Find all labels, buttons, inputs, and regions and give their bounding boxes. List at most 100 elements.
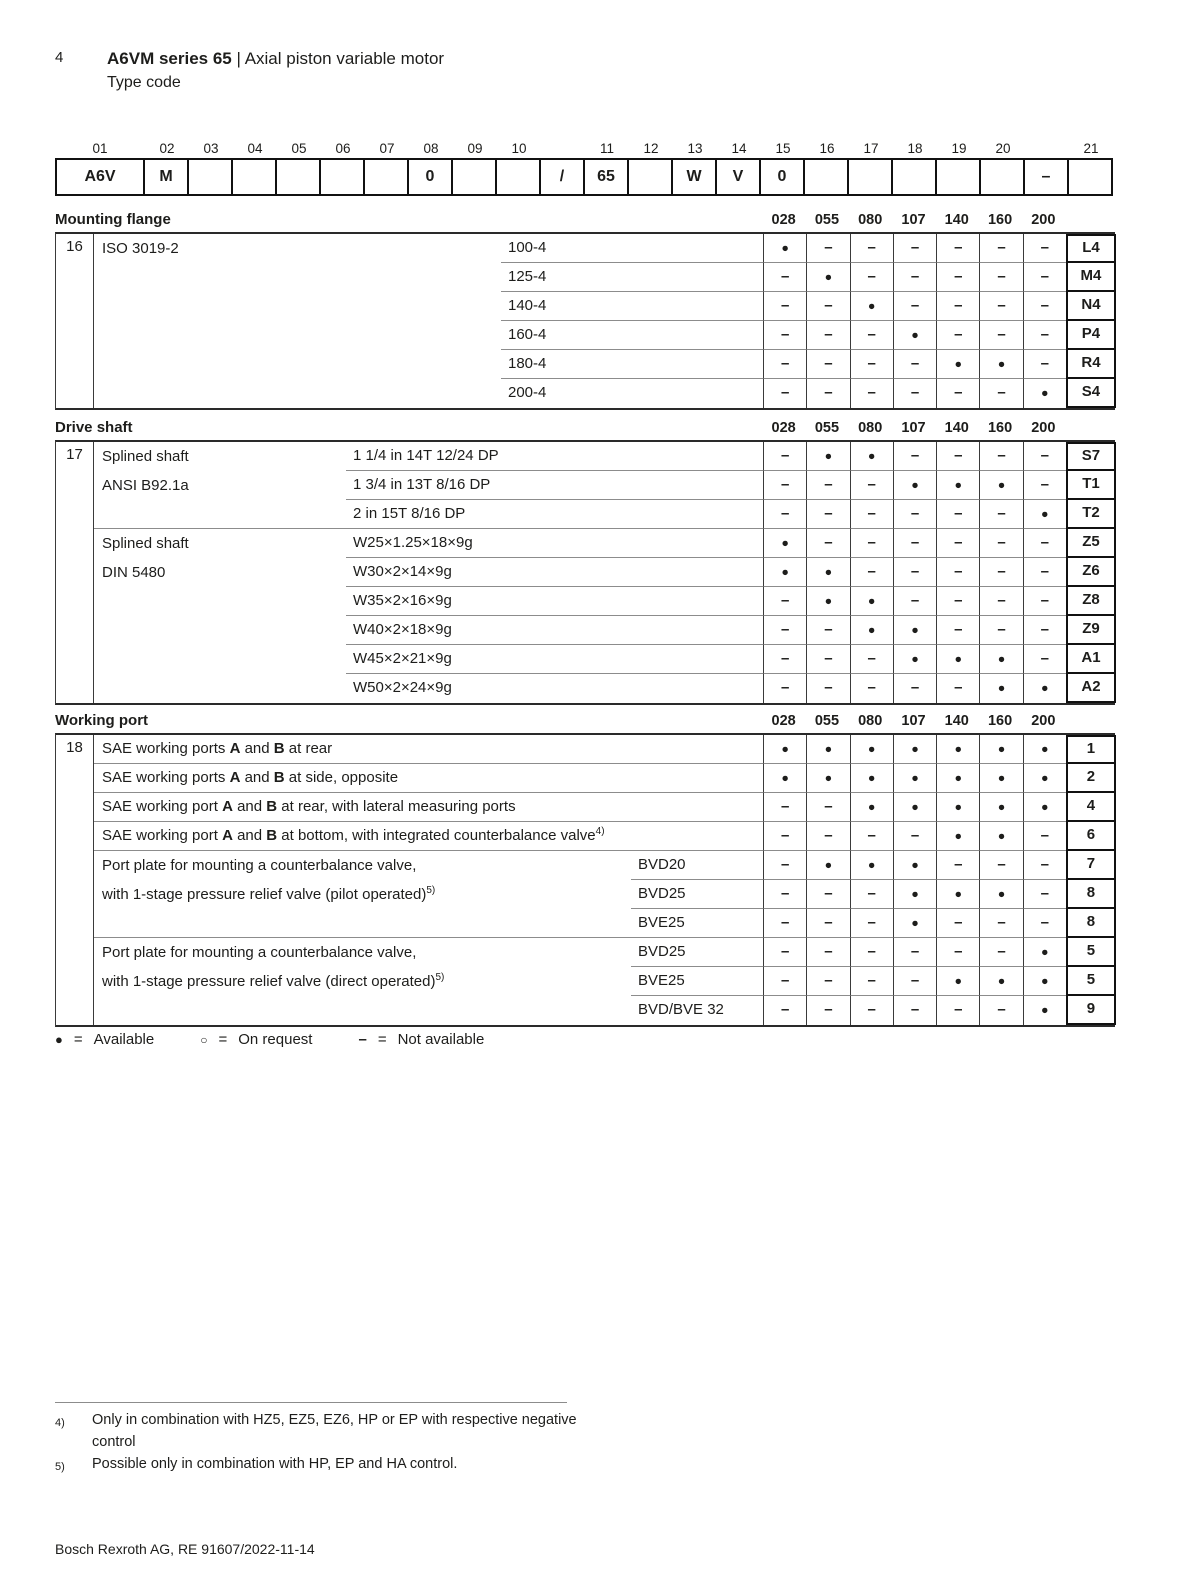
availability-cell-200: – <box>1022 234 1066 263</box>
not-available-dash-icon: – <box>1040 885 1049 902</box>
size-variant-cell: W45×2×21×9g <box>346 645 763 674</box>
not-available-dash-icon: – <box>867 827 876 844</box>
type-code-value-cell: A6V <box>55 158 145 196</box>
not-available-dash-icon: – <box>824 621 833 638</box>
type-code-empty-cell <box>277 158 321 196</box>
availability-cell-028: – <box>763 471 807 500</box>
availability-cell-028: – <box>763 793 807 822</box>
section-title-row: Mounting flange 028 055 080 107 140 160 200 <box>55 208 1115 230</box>
type-code-value-cell: – <box>1025 158 1069 196</box>
not-available-dash-icon: – <box>954 679 963 696</box>
not-available-dash-icon: – <box>780 972 790 989</box>
not-available-dash-icon: – <box>824 885 833 902</box>
available-dot-icon: ● <box>954 974 963 988</box>
availability-cell-107: ● <box>892 851 937 880</box>
not-available-dash-icon: – <box>910 972 920 989</box>
available-dot-icon: ● <box>824 270 833 284</box>
text-segment: at rear <box>284 740 333 757</box>
availability-cell-107: – <box>892 938 937 967</box>
type-code-separator-col: / <box>541 141 585 196</box>
not-available-dash-icon: – <box>824 650 833 667</box>
availability-cell-160: – <box>979 558 1023 587</box>
available-dot-icon: ● <box>954 742 963 756</box>
section-title-row: Drive shaft 028 055 080 107 140 160 200 <box>55 416 1115 438</box>
availability-cell-028: ● <box>763 764 807 793</box>
availability-cell-140: – <box>936 321 980 350</box>
available-dot-icon: ● <box>867 858 876 872</box>
not-available-dash-icon: – <box>954 856 963 873</box>
availability-cell-140: – <box>936 851 980 880</box>
availability-cell-160: ● <box>979 822 1023 851</box>
availability-cell-200: – <box>1022 851 1066 880</box>
text-segment: and <box>232 798 267 815</box>
option-code-cell: 7 <box>1065 851 1116 880</box>
not-available-dash-icon: – <box>780 592 790 609</box>
availability-cell-055: – <box>806 292 850 321</box>
size-variant-cell: 200-4 <box>508 384 547 401</box>
not-available-dash-icon: – <box>867 914 876 931</box>
option-code-cell: T1 <box>1065 471 1116 500</box>
availability-cell-028: – <box>763 645 807 674</box>
not-available-dash-icon: – <box>954 534 963 551</box>
availability-cell-140: – <box>936 909 980 938</box>
not-available-dash-icon: – <box>910 679 920 696</box>
not-available-dash-icon: – <box>997 239 1006 256</box>
type-code-position-number: 04 <box>247 141 263 156</box>
row-number: 17 <box>56 442 94 703</box>
availability-cell-107: – <box>892 529 937 558</box>
availability-cell-055: ● <box>806 558 850 587</box>
availability-cell-200: – <box>1022 880 1066 909</box>
type-code-col-11: 11 65 <box>585 141 629 196</box>
type-code-col-21: 21 <box>1069 141 1113 196</box>
legend-equals: = <box>73 1031 83 1048</box>
not-available-dash-icon: – <box>824 914 833 931</box>
availability-cell-055: – <box>806 234 850 263</box>
available-dot-icon: ● <box>781 241 789 255</box>
availability-cell-028: – <box>763 938 807 967</box>
option-code-cell: S7 <box>1065 442 1116 471</box>
legend-equals: = <box>377 1031 387 1048</box>
not-available-dash-icon: – <box>997 621 1006 638</box>
title-rest: Axial piston variable motor <box>244 49 445 68</box>
size-column-label: 055 <box>814 420 840 436</box>
section-title-row: Working port 028 055 080 107 140 160 200 <box>55 709 1115 731</box>
not-available-dash-icon: – <box>1040 355 1049 372</box>
availability-cell-080: – <box>849 350 893 379</box>
availability-cell-028: ● <box>763 558 807 587</box>
available-dot-icon: ● <box>997 887 1006 901</box>
availability-cell-055: – <box>806 967 850 996</box>
size-variant-cell: W30×2×14×9g <box>346 558 763 587</box>
availability-cell-080: – <box>849 880 893 909</box>
size-variant-cell: BVD25 <box>631 880 763 909</box>
text-segment: at bottom, with integrated counterbalanc… <box>277 827 596 844</box>
not-available-dash-icon: – <box>867 1001 876 1018</box>
available-dot-icon: ● <box>55 1032 63 1047</box>
text-segment: Port plate for mounting a counterbalance… <box>102 857 417 874</box>
text-segment: ISO 3019-2 <box>102 240 179 257</box>
footnote-text: Possible only in combination with HP, EP… <box>92 1456 458 1472</box>
available-dot-icon: ● <box>1041 945 1049 959</box>
type-code-value-cell: / <box>541 158 585 196</box>
page-number: 4 <box>55 49 64 66</box>
available-dot-icon: ● <box>824 449 833 463</box>
not-available-dash-icon: – <box>1040 297 1049 314</box>
text-segment: A <box>222 827 233 844</box>
available-dot-icon: ● <box>1041 386 1049 400</box>
availability-cell-080: – <box>849 529 893 558</box>
not-available-dash-icon: – <box>954 563 963 580</box>
footnote-divider <box>55 1402 567 1403</box>
size-column-label: 080 <box>858 420 883 436</box>
availability-cell-028: – <box>763 851 807 880</box>
not-available-dash-icon: – <box>954 914 963 931</box>
available-dot-icon: ● <box>954 887 963 901</box>
availability-cell-107: – <box>892 292 937 321</box>
availability-cell-160: – <box>979 379 1022 408</box>
not-available-dash-icon: – <box>867 943 876 960</box>
description-cell: ISO 3019-2 <box>94 234 501 408</box>
not-available-dash-icon: – <box>867 239 876 256</box>
description-cell: Splined shaft ANSI B92.1a <box>94 442 346 529</box>
available-dot-icon: ● <box>824 594 833 608</box>
availability-cell-160: – <box>979 500 1023 529</box>
not-available-dash-icon: – <box>1040 239 1049 256</box>
availability-cell-140: ● <box>936 471 980 500</box>
